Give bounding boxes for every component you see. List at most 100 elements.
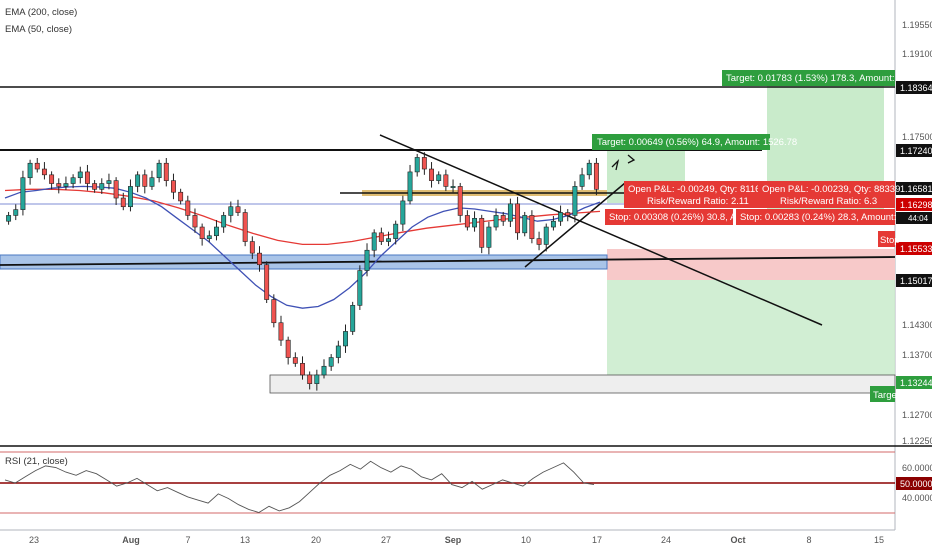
stop-box-1-text: Stop: 0.00308 (0.26%) 30.8, A (609, 212, 737, 223)
candle-body (386, 238, 391, 242)
pnl-box-2[interactable] (758, 181, 895, 208)
candle-body (20, 177, 26, 210)
candle (192, 208, 198, 233)
candle-body (106, 180, 112, 184)
candle (300, 356, 305, 380)
candle (486, 221, 492, 255)
time-label: 10 (521, 535, 531, 545)
candle (579, 167, 585, 190)
candle-body (13, 209, 19, 216)
stop-box-2-text: Stop: 0.00283 (0.24%) 28.3, Amount: (740, 212, 896, 223)
candle (472, 211, 477, 232)
candle-body (307, 374, 313, 384)
candle-body (84, 171, 90, 184)
candle (464, 210, 470, 231)
candle (34, 158, 40, 173)
ema50-label[interactable]: EMA (50, close) (5, 24, 72, 35)
small-target-box[interactable] (592, 134, 770, 150)
candle (586, 159, 592, 180)
candle (321, 359, 327, 379)
candle-body (70, 177, 76, 184)
candle (20, 170, 26, 216)
target-cut-text: Target (873, 390, 900, 401)
pnl-box-1[interactable] (624, 181, 760, 208)
candle (49, 171, 55, 190)
candle-body (357, 270, 363, 306)
candle-body (278, 322, 284, 341)
ema200-label[interactable]: EMA (200, close) (5, 7, 77, 18)
candle-body (49, 174, 55, 184)
candle (565, 209, 571, 222)
candle (515, 196, 521, 240)
candle (92, 180, 98, 193)
candle-body (479, 218, 485, 248)
candle (593, 158, 599, 196)
candle-body (500, 215, 506, 222)
candle (443, 169, 449, 192)
candle-body (128, 186, 133, 208)
candle-body (120, 197, 126, 208)
candle (371, 229, 377, 258)
candle-body (206, 235, 212, 239)
candle (386, 231, 391, 247)
candle (70, 174, 76, 189)
candle-body (515, 203, 521, 234)
price-tag-mid (896, 182, 932, 195)
candle (407, 164, 413, 205)
time-label: Oct (730, 535, 745, 545)
price-axis[interactable]: 1.19550 1.19100 1.17500 1.14300 1.13700 … (902, 20, 932, 446)
candle-body (393, 223, 399, 239)
big-target-box[interactable] (722, 70, 895, 86)
rsi-series (4, 460, 595, 513)
candle (185, 195, 191, 221)
candle-body (371, 232, 377, 251)
candle-body (178, 191, 184, 202)
candle (536, 231, 542, 251)
candle (257, 246, 262, 272)
price-tick: 1.14300 (902, 320, 932, 330)
price-tag-target-text: 1.13244 (900, 378, 932, 388)
rsi-label[interactable]: RSI (21, close) (5, 456, 68, 467)
candle (214, 220, 219, 241)
candle (264, 261, 270, 304)
time-label: 27 (381, 535, 391, 545)
candle (142, 169, 148, 194)
candle (278, 315, 284, 346)
candle-body (257, 252, 262, 266)
stop-box-2[interactable] (736, 209, 895, 225)
rsi-tag (896, 477, 932, 490)
candle-body (171, 180, 176, 193)
stop-zone (607, 249, 895, 280)
target-cut-box[interactable] (870, 386, 895, 402)
stop-cut-box[interactable] (878, 231, 895, 247)
candle-body (464, 215, 470, 228)
candle (221, 211, 227, 233)
candle-body (486, 226, 492, 248)
time-label: 23 (29, 535, 39, 545)
candle-body (92, 183, 98, 190)
candle (378, 227, 384, 246)
candle (314, 369, 320, 391)
candle-body (414, 157, 420, 173)
time-label: 15 (874, 535, 884, 545)
candle-body (235, 206, 241, 213)
candle-body (63, 183, 69, 187)
candle (292, 352, 298, 367)
candle-body (529, 215, 535, 239)
candle-body (300, 363, 305, 376)
low-zone (269, 374, 896, 394)
candle-body (149, 177, 155, 187)
candle-body (292, 357, 298, 364)
price-tick: 1.19100 (902, 49, 932, 59)
stop-box-1[interactable] (605, 209, 733, 225)
candle-body (56, 183, 62, 187)
candle-body (472, 218, 477, 228)
candle-body (199, 226, 205, 239)
candle-body (34, 162, 40, 170)
time-axis[interactable]: 23 Aug 7 13 20 27 Sep 10 17 24 Oct 8 15 (29, 535, 884, 545)
candle (529, 210, 535, 244)
rsi-tick: 60.0000 (902, 463, 932, 473)
time-label: 13 (240, 535, 250, 545)
candle (27, 159, 33, 185)
